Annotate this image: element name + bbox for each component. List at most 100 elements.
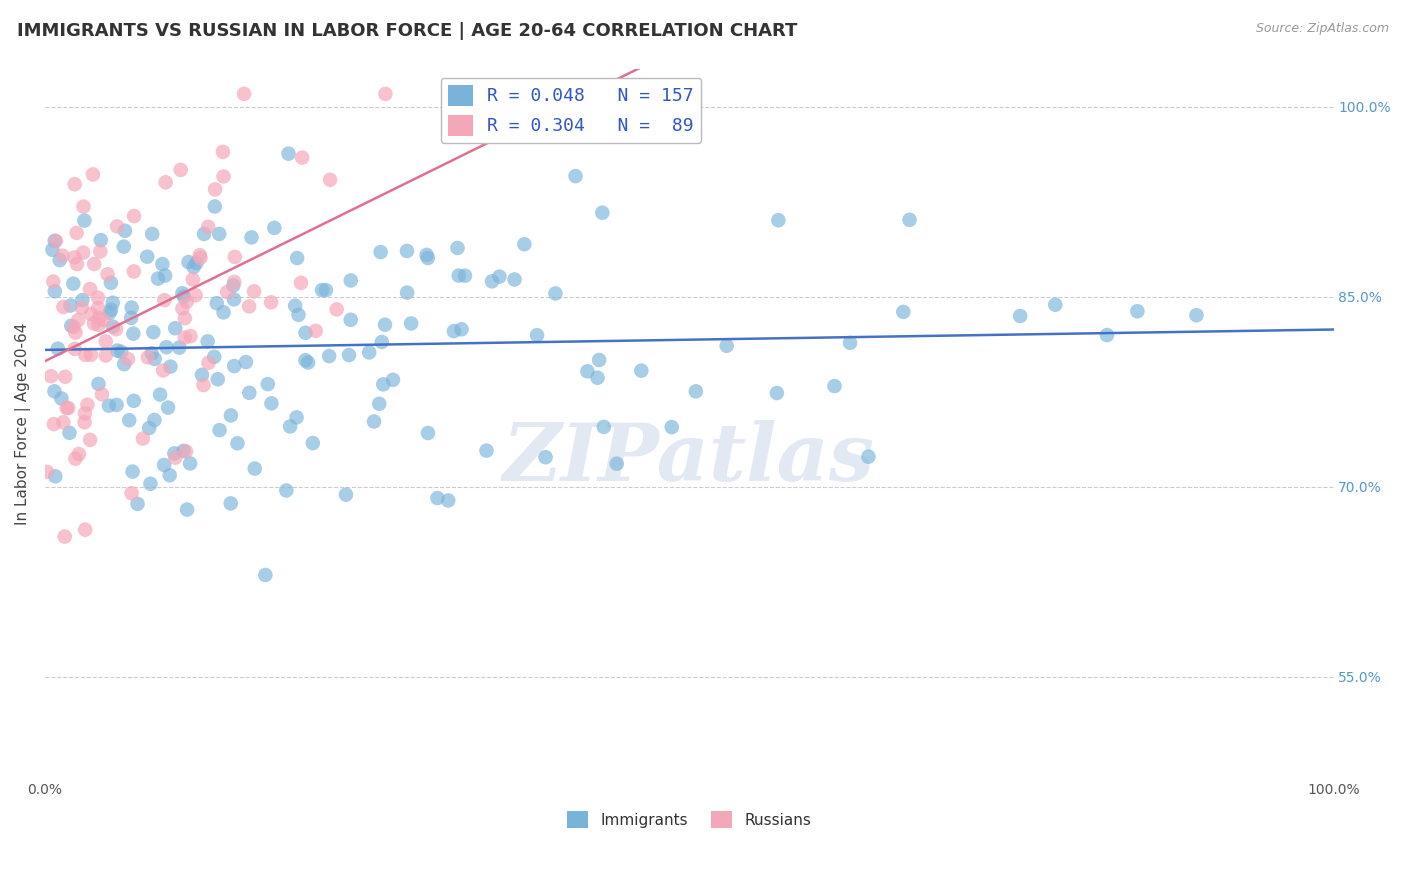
Point xyxy=(359,345,381,359)
Point xyxy=(75,523,97,537)
Point xyxy=(122,393,145,408)
Point xyxy=(294,326,316,340)
Point xyxy=(544,286,567,301)
Point xyxy=(592,420,614,434)
Point xyxy=(136,351,159,365)
Point xyxy=(256,377,278,392)
Point xyxy=(51,249,73,263)
Point xyxy=(370,245,392,260)
Point xyxy=(52,300,75,314)
Point xyxy=(488,269,510,284)
Point xyxy=(446,241,468,255)
Point xyxy=(335,488,357,502)
Point xyxy=(44,469,66,483)
Point xyxy=(305,324,328,338)
Point xyxy=(339,312,361,326)
Point xyxy=(443,324,465,338)
Point xyxy=(426,491,449,505)
Point xyxy=(66,257,89,271)
Point xyxy=(118,413,141,427)
Point xyxy=(72,245,94,260)
Point xyxy=(188,248,211,262)
Point xyxy=(87,301,110,315)
Point xyxy=(65,226,87,240)
Point xyxy=(142,325,165,339)
Point xyxy=(121,486,143,500)
Point xyxy=(219,409,242,423)
Point xyxy=(44,234,66,248)
Point xyxy=(481,274,503,288)
Point xyxy=(163,446,186,460)
Point xyxy=(172,301,194,316)
Point xyxy=(70,301,93,315)
Point xyxy=(94,334,117,349)
Point xyxy=(576,364,599,378)
Point xyxy=(173,290,195,304)
Point xyxy=(112,239,135,253)
Point xyxy=(105,219,128,234)
Point xyxy=(208,227,231,241)
Point xyxy=(186,256,208,270)
Point xyxy=(193,378,215,392)
Point xyxy=(63,342,86,356)
Point xyxy=(224,359,246,373)
Point xyxy=(415,248,437,262)
Point xyxy=(374,87,396,101)
Point xyxy=(238,299,260,313)
Point xyxy=(62,320,84,334)
Point xyxy=(318,349,340,363)
Point xyxy=(222,278,245,293)
Point xyxy=(122,326,145,341)
Point xyxy=(105,398,128,412)
Point xyxy=(87,376,110,391)
Point xyxy=(184,288,207,302)
Point xyxy=(141,346,163,360)
Point xyxy=(100,276,122,290)
Point xyxy=(35,465,58,479)
Point xyxy=(301,436,323,450)
Point xyxy=(139,476,162,491)
Point xyxy=(93,313,115,327)
Point xyxy=(226,436,249,450)
Text: IMMIGRANTS VS RUSSIAN IN LABOR FORCE | AGE 20-64 CORRELATION CHART: IMMIGRANTS VS RUSSIAN IN LABOR FORCE | A… xyxy=(17,22,797,40)
Point xyxy=(98,306,121,320)
Point xyxy=(51,392,73,406)
Point xyxy=(101,319,124,334)
Point xyxy=(63,251,86,265)
Point xyxy=(263,220,285,235)
Point xyxy=(55,401,77,415)
Point xyxy=(63,178,86,192)
Point xyxy=(146,271,169,285)
Point xyxy=(513,237,536,252)
Text: ZIPatlas: ZIPatlas xyxy=(503,420,876,498)
Point xyxy=(96,267,118,281)
Point xyxy=(173,331,195,345)
Point xyxy=(824,379,846,393)
Point xyxy=(450,322,472,336)
Point xyxy=(243,461,266,475)
Point xyxy=(152,363,174,377)
Point xyxy=(120,310,142,325)
Point xyxy=(208,423,231,437)
Point xyxy=(42,417,65,431)
Point xyxy=(319,173,342,187)
Point xyxy=(591,205,613,219)
Point xyxy=(149,387,172,401)
Point xyxy=(399,317,422,331)
Point xyxy=(276,483,298,498)
Point xyxy=(197,219,219,234)
Point xyxy=(766,386,789,401)
Point xyxy=(447,268,470,283)
Point xyxy=(75,348,97,362)
Point xyxy=(157,401,180,415)
Point xyxy=(48,253,70,268)
Point xyxy=(839,335,862,350)
Point xyxy=(177,255,200,269)
Point xyxy=(586,370,609,384)
Point xyxy=(1126,304,1149,318)
Point xyxy=(45,234,67,248)
Point xyxy=(101,295,124,310)
Point xyxy=(114,224,136,238)
Point xyxy=(141,227,163,241)
Point xyxy=(891,305,914,319)
